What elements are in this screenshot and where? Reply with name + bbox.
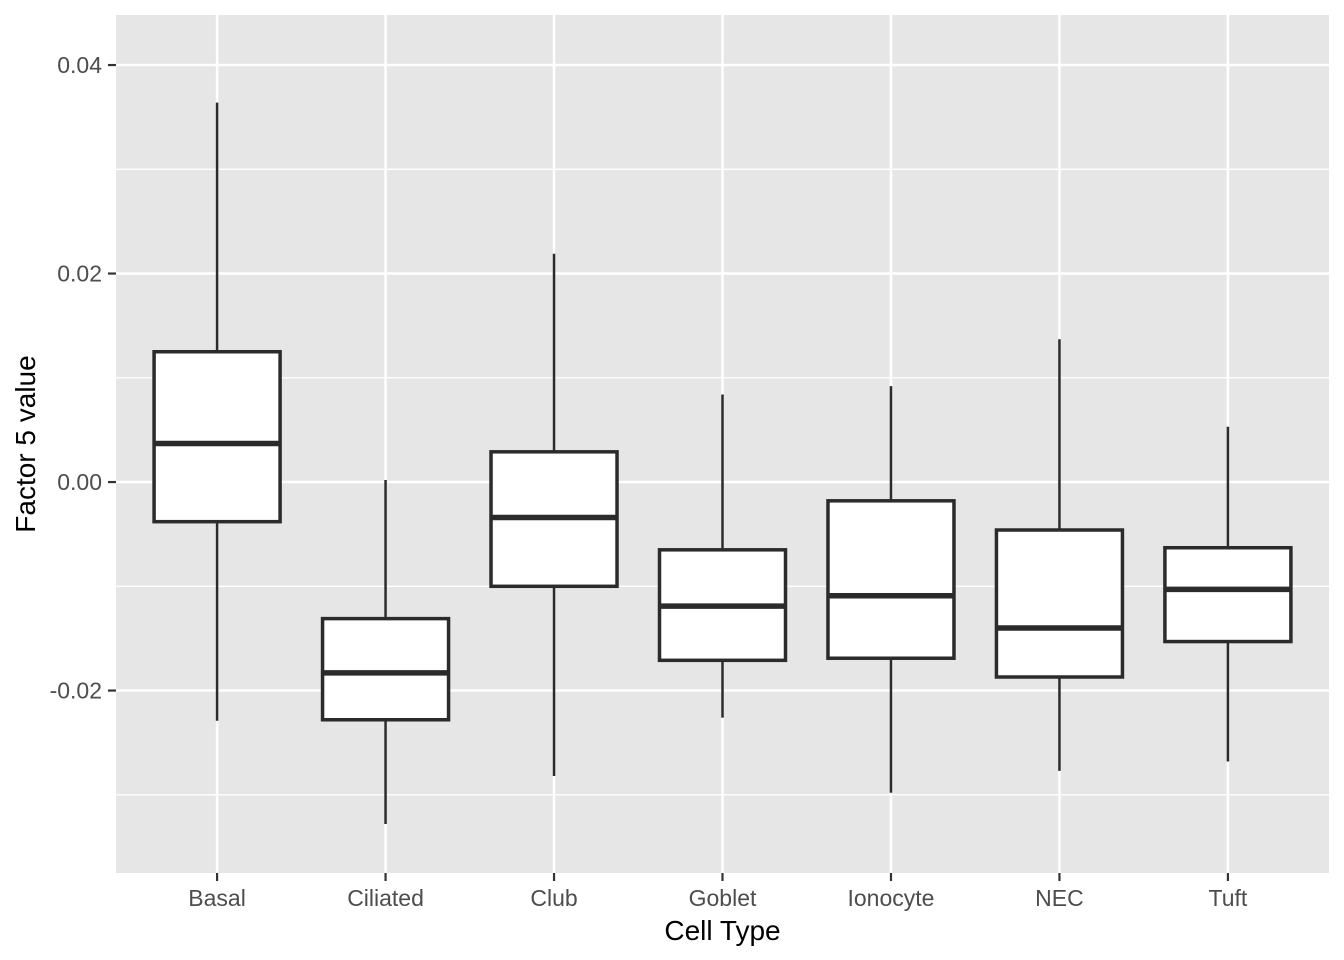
y-tick-label: -0.02 (50, 678, 102, 704)
y-tick-label: 0.00 (57, 469, 102, 495)
y-tick-label: 0.02 (57, 261, 102, 287)
x-tick-label: Tuft (1209, 885, 1248, 911)
x-tick-label: Basal (188, 885, 246, 911)
box-iqr (1163, 545, 1293, 644)
x-tick-label: Goblet (689, 885, 757, 911)
x-tick-label: Ionocyte (847, 885, 934, 911)
box-iqr (826, 499, 956, 660)
box-iqr (994, 528, 1125, 679)
x-tick-label: Club (530, 885, 577, 911)
x-axis-title: Cell Type (664, 915, 781, 946)
box-iqr (320, 616, 451, 722)
y-axis-title: Factor 5 value (10, 355, 41, 533)
box-iqr (152, 349, 282, 524)
y-tick-label: 0.04 (57, 52, 102, 78)
x-tick-label: Ciliated (347, 885, 424, 911)
x-tick-label: NEC (1035, 885, 1084, 911)
